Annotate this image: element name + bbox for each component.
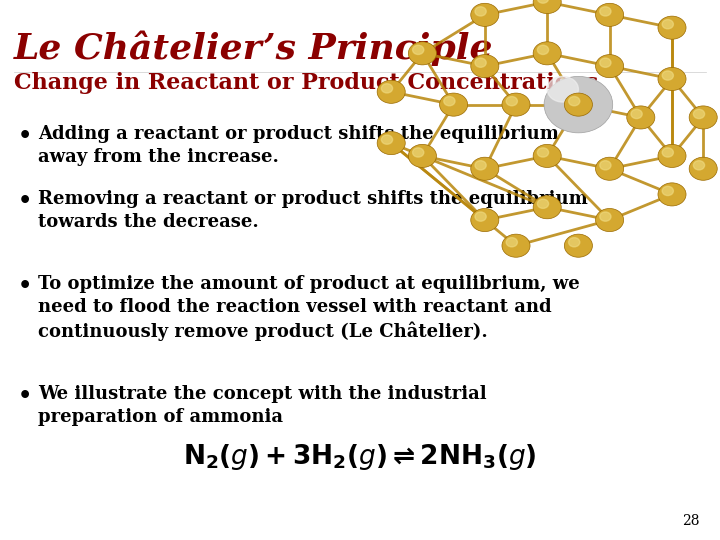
Circle shape: [439, 93, 468, 116]
Circle shape: [662, 19, 673, 29]
Circle shape: [475, 7, 486, 16]
Circle shape: [534, 195, 562, 219]
Text: •: •: [18, 190, 32, 212]
Circle shape: [544, 76, 613, 133]
Circle shape: [689, 157, 717, 180]
Circle shape: [444, 97, 455, 106]
Circle shape: [569, 97, 580, 106]
Text: Adding a reactant or product shifts the equilibrium
away from the increase.: Adding a reactant or product shifts the …: [38, 125, 559, 166]
Circle shape: [658, 16, 686, 39]
Text: Change in Reactant or Product Concentrations: Change in Reactant or Product Concentrat…: [14, 72, 598, 94]
Circle shape: [534, 144, 562, 167]
Text: •: •: [18, 275, 32, 297]
Circle shape: [595, 55, 624, 78]
Circle shape: [382, 135, 392, 144]
Circle shape: [600, 58, 611, 68]
Circle shape: [595, 157, 624, 180]
Circle shape: [534, 0, 562, 14]
Circle shape: [471, 157, 499, 180]
Circle shape: [534, 42, 562, 65]
Circle shape: [471, 208, 499, 232]
Text: To optimize the amount of product at equilibrium, we
need to flood the reaction : To optimize the amount of product at equ…: [38, 275, 580, 341]
Circle shape: [627, 106, 655, 129]
Text: Le Châtelier’s Principle: Le Châtelier’s Principle: [14, 30, 493, 65]
Circle shape: [595, 208, 624, 232]
Circle shape: [537, 45, 549, 55]
Circle shape: [537, 0, 549, 3]
Text: $\mathbf{N_2(}$$\mathit{g}$$\mathbf{) + 3H_2(}$$\mathit{g}$$\mathbf{) \rightleft: $\mathbf{N_2(}$$\mathit{g}$$\mathbf{) + …: [183, 442, 537, 472]
Circle shape: [413, 45, 424, 55]
Circle shape: [475, 161, 486, 170]
Circle shape: [471, 3, 499, 26]
Circle shape: [662, 186, 673, 195]
Circle shape: [658, 68, 686, 91]
Circle shape: [413, 148, 424, 157]
Circle shape: [506, 97, 518, 106]
Circle shape: [662, 148, 673, 157]
Text: •: •: [18, 125, 32, 147]
Circle shape: [600, 161, 611, 170]
Circle shape: [475, 58, 486, 68]
Circle shape: [658, 144, 686, 167]
Circle shape: [693, 110, 705, 119]
Circle shape: [382, 84, 392, 93]
Circle shape: [600, 7, 611, 16]
Circle shape: [475, 212, 486, 221]
Circle shape: [662, 71, 673, 80]
Text: •: •: [18, 385, 32, 407]
Circle shape: [408, 144, 436, 167]
Circle shape: [689, 106, 717, 129]
Circle shape: [377, 80, 405, 103]
Circle shape: [408, 42, 436, 65]
Text: 28: 28: [683, 514, 700, 528]
Circle shape: [595, 3, 624, 26]
Circle shape: [658, 183, 686, 206]
Circle shape: [631, 110, 642, 119]
Text: We illustrate the concept with the industrial
preparation of ammonia: We illustrate the concept with the indus…: [38, 385, 487, 426]
Circle shape: [537, 148, 549, 157]
Circle shape: [502, 93, 530, 116]
Circle shape: [564, 93, 593, 116]
Circle shape: [377, 132, 405, 154]
Circle shape: [547, 76, 578, 102]
Circle shape: [506, 238, 518, 247]
Circle shape: [693, 161, 705, 170]
Text: Removing a reactant or product shifts the equilibrium
towards the decrease.: Removing a reactant or product shifts th…: [38, 190, 588, 231]
Circle shape: [600, 212, 611, 221]
Circle shape: [564, 234, 593, 257]
Circle shape: [471, 55, 499, 78]
Circle shape: [502, 234, 530, 257]
Circle shape: [569, 238, 580, 247]
Circle shape: [537, 199, 549, 208]
